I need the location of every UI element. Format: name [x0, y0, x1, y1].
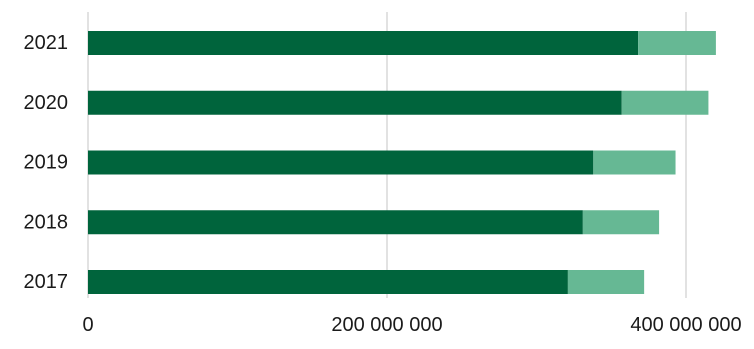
- bar-2018-segment-1: [88, 210, 583, 235]
- bar-2018-segment-2: [582, 210, 660, 235]
- bar-2020-segment-1: [88, 90, 622, 115]
- x-tick-label-2: 400 000 000: [630, 314, 741, 336]
- x-tick-labels: 0 200 000 000 400 000 000: [82, 314, 741, 336]
- y-tick-label-2020: 2020: [24, 92, 69, 114]
- bar-2020-segment-2: [621, 90, 709, 115]
- y-tick-label-2018: 2018: [24, 211, 69, 233]
- bar-2021-segment-1: [88, 31, 639, 55]
- x-tick-label-1: 200 000 000: [331, 314, 442, 336]
- bar-layer: [88, 31, 716, 294]
- bar-2019-segment-2: [593, 150, 676, 175]
- bar-2017-segment-1: [88, 270, 568, 294]
- y-tick-label-2019: 2019: [24, 152, 69, 174]
- y-tick-labels: 2021 2020 2019 2018 2017: [24, 32, 69, 293]
- y-tick-label-2021: 2021: [24, 32, 69, 54]
- y-tick-label-2017: 2017: [24, 271, 69, 293]
- bar-2019-segment-1: [88, 150, 594, 175]
- bar-2021-segment-2: [638, 31, 716, 55]
- bar-2017-segment-2: [567, 270, 645, 294]
- x-tick-label-0: 0: [82, 314, 93, 336]
